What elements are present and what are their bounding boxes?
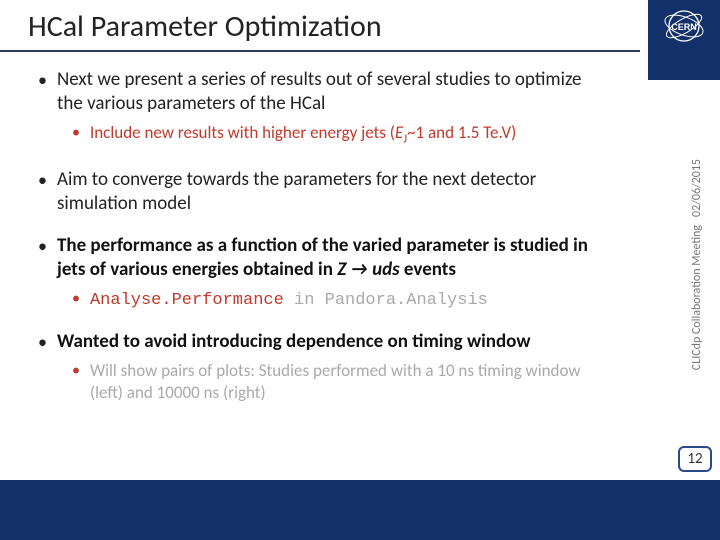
bullet-text: Next we present a series of results out … [57,68,608,116]
bullet-level2: • Will show pairs of plots: Studies perfo… [72,360,608,404]
side-metadata: 02/06/2015 CLICdp Collaboration Meeting [686,100,708,430]
sub-bullet-list: • Include new results with higher energy … [72,122,608,150]
slide-content: • Next we present a series of results out… [38,68,608,422]
bullet-level1: • Aim to converge towards the parameters … [38,168,608,216]
sub-bullet-dot: • [72,360,80,382]
side-date: 02/06/2015 [690,159,704,217]
bullet-level2: • Analyse.Performance in Pandora.Analysis [72,288,608,312]
slide-title: HCal Parameter Optimization [28,8,382,45]
bullet-level1: • The performance as a function of the va… [38,234,608,312]
bullet-dot: • [38,330,47,354]
bullet-level2: • Include new results with higher energy … [72,122,608,150]
bullet-dot: • [38,168,47,192]
slide-footer [0,480,720,540]
sub-bullet-text: Analyse.Performance in Pandora.Analysis [90,288,488,312]
bullet-text: Wanted to avoid introducing dependence o… [57,330,531,354]
slide: HCal Parameter Optimization CERN • Next w… [0,0,720,540]
side-meeting: CLICdp Collaboration Meeting [690,225,704,370]
slide-header: HCal Parameter Optimization CERN [0,0,720,56]
sub-bullet-text: Will show pairs of plots: Studies perfor… [90,360,608,404]
bullet-level1: • Wanted to avoid introducing dependence … [38,330,608,404]
page-number: 12 [678,446,712,472]
bullet-dot: • [38,234,47,258]
sub-bullet-list: • Will show pairs of plots: Studies perfo… [72,360,608,404]
bullet-text: The performance as a function of the var… [57,234,608,282]
sub-bullet-list: • Analyse.Performance in Pandora.Analysis [72,288,608,312]
bullet-level1: • Next we present a series of results out… [38,68,608,150]
sub-bullet-text: Include new results with higher energy j… [90,122,516,150]
bullet-text: Aim to converge towards the parameters f… [57,168,608,216]
svg-text:CERN: CERN [671,22,697,32]
sub-bullet-dot: • [72,288,80,310]
cern-logo: CERN [648,0,720,80]
header-rule [0,50,640,52]
cern-logo-icon: CERN [660,2,708,50]
bullet-dot: • [38,68,47,92]
sub-bullet-dot: • [72,122,80,144]
